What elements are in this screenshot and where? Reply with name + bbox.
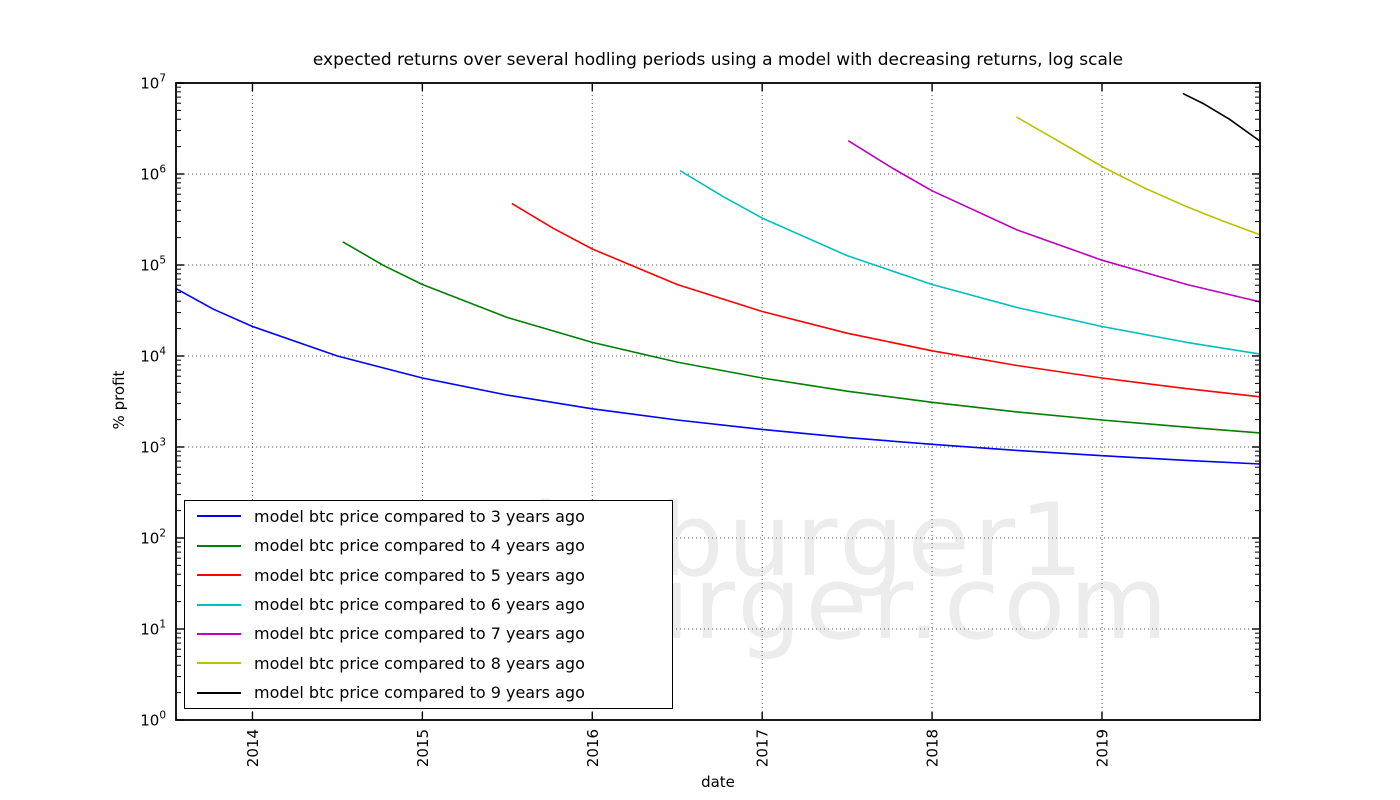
- x-tick-label: 2014: [244, 729, 262, 767]
- x-tick-label: 2016: [584, 729, 602, 767]
- legend-item: model btc price compared to 5 years ago: [185, 561, 672, 589]
- legend-line-sample: [197, 603, 241, 606]
- legend-item: model btc price compared to 9 years ago: [185, 679, 672, 707]
- legend-line-sample: [197, 662, 241, 665]
- legend-item: model btc price compared to 4 years ago: [185, 532, 672, 560]
- y-tick-label: 101: [140, 619, 166, 639]
- x-tick-label: 2017: [754, 729, 772, 767]
- legend-line-sample: [197, 544, 241, 547]
- chart-title: expected returns over several hodling pe…: [312, 50, 1124, 70]
- x-tick-label: 2019: [1093, 729, 1111, 767]
- x-tick-label: 2015: [414, 729, 432, 767]
- series-line: [679, 170, 1261, 355]
- legend-item-label: model btc price compared to 7 years ago: [254, 624, 585, 644]
- series-line: [511, 203, 1261, 398]
- legend-line-sample: [197, 574, 241, 577]
- series-line: [342, 241, 1261, 434]
- legend-item-label: model btc price compared to 4 years ago: [254, 536, 585, 556]
- series-line: [1016, 116, 1261, 236]
- y-tick-label: 104: [140, 346, 166, 366]
- legend-item-label: model btc price compared to 8 years ago: [254, 653, 585, 673]
- legend-item-label: model btc price compared to 3 years ago: [254, 506, 585, 526]
- y-tick-label: 107: [140, 73, 166, 93]
- series-line: [175, 287, 1261, 465]
- y-tick-label: 106: [140, 164, 166, 184]
- y-tick-label: 103: [140, 437, 166, 457]
- legend-item: model btc price compared to 3 years ago: [185, 502, 672, 530]
- plot-frame: [175, 82, 1261, 721]
- x-axis-label: date: [701, 773, 735, 791]
- legend-item-label: model btc price compared to 9 years ago: [254, 683, 585, 703]
- y-tick-label: 105: [140, 255, 166, 275]
- series-line: [848, 140, 1261, 303]
- legend-item: model btc price compared to 6 years ago: [185, 591, 672, 619]
- series-line: [1182, 93, 1261, 142]
- legend-line-sample: [197, 691, 241, 694]
- y-tick-label: 102: [140, 528, 166, 548]
- legend-box: model btc price compared to 3 years ago m…: [184, 500, 673, 709]
- legend-line-sample: [197, 632, 241, 635]
- x-tick-label: 2018: [924, 729, 942, 767]
- legend-line-sample: [197, 515, 241, 518]
- legend-item-label: model btc price compared to 6 years ago: [254, 595, 585, 614]
- legend-item: model btc price compared to 7 years ago: [185, 620, 672, 648]
- y-tick-label: 100: [140, 710, 166, 730]
- legend-item-label: model btc price compared to 5 years ago: [254, 565, 585, 585]
- legend-item: model btc price compared to 8 years ago: [185, 649, 672, 677]
